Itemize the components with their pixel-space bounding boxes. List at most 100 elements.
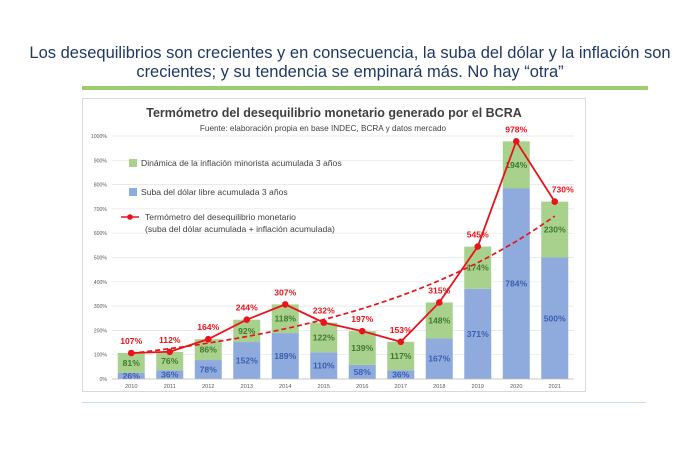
thermometer-point [358,327,366,335]
thermometer-point [435,299,443,306]
x-tick-label: 2020 [510,384,522,390]
x-axis: 2010 2011 2012 2013 2014 2015 2016 2017 2018 2019… [112,378,574,390]
x-tick-label: 2015 [318,384,330,390]
x-tick-label: 2011 [164,384,176,390]
legend-label-dollar: Suba del dólar libre acumulada 3 años [141,187,288,197]
data-label-thermometer: 232% [313,306,335,316]
thermometer-line: 107% 112% 164% 244% 307% 232% 197% 153% 315% 545%… [120,124,574,357]
data-label-inflation: 92% [238,326,256,336]
bar-dollar [156,370,184,379]
thermometer-point [204,335,212,343]
data-label-dollar: 58% [354,367,372,377]
y-tick-label: 600% [94,231,108,237]
bar-dollar [117,372,145,379]
thermometer-point [551,198,559,205]
thermometer-point [166,348,174,356]
y-axis: 0% 100% 200% 300% 400% 500% 600% 700% 800% 900% 10… [91,134,574,383]
legend-label-inflation: Dinámica de la inflación minorista acumu… [141,158,342,168]
data-label-inflation: 122% [313,332,335,342]
bar-dollar [348,364,376,379]
thermometer-point [243,316,251,324]
data-label-dollar: 371% [467,329,489,339]
data-label-inflation: 174% [467,263,489,273]
y-tick-label: 800% [94,183,108,189]
footer-divider [82,402,646,403]
legend: Dinámica de la inflación minorista acumu… [121,158,342,234]
legend-swatch-dollar [129,188,137,196]
data-label-inflation: 194% [505,160,527,170]
bar-inflation [194,339,222,361]
data-label-inflation: 117% [390,351,412,361]
legend-label-thermometer: Termómetro del desequilibrio monetario [145,212,296,222]
y-tick-label: 200% [94,328,108,334]
bar-dollar [194,360,222,379]
y-tick-label: 400% [94,280,108,286]
slide-title-line2: crecientes; y su tendencia se empinará m… [136,63,564,81]
bar-dollar [502,188,530,379]
chart-subtitle: Fuente: elaboración propia en base INDEC… [200,124,447,133]
thermometer-point [281,301,289,308]
data-label-dollar: 189% [274,351,296,361]
x-tick-label: 2018 [433,384,445,390]
data-label-thermometer: 153% [390,325,412,335]
bar-series: 26% 81% 36% 76% 78% 86% 152% 92% 189% 118% 110% 122… [117,141,569,381]
trend-line [131,215,556,355]
data-label-dollar: 152% [236,356,258,366]
data-label-inflation: 118% [274,314,296,324]
x-tick-label: 2013 [241,384,253,390]
chart-panel: Termómetro del desequilibrio monetario g… [82,98,586,392]
data-label-dollar: 36% [161,370,179,380]
legend-swatch-inflation [129,159,137,167]
thermometer-point [397,338,405,346]
data-label-inflation: 139% [351,343,373,353]
data-label-inflation: 148% [428,315,450,325]
bar-inflation [117,352,145,373]
trend-line-path [131,215,556,355]
title-divider [82,86,648,90]
data-label-thermometer: 978% [505,124,527,134]
y-tick-label: 500% [94,256,108,262]
bar-inflation [541,201,569,258]
y-tick-label: 900% [94,158,108,164]
thermometer-point [512,138,520,145]
data-label-thermometer: 545% [467,230,489,240]
data-label-dollar: 110% [313,361,335,371]
slide-title-line1: Los desequilibrios son crecientes y en c… [29,44,671,62]
data-label-thermometer: 197% [351,314,373,324]
x-tick-label: 2010 [125,384,137,390]
data-label-dollar: 500% [544,313,566,323]
y-tick-label: 1000% [91,134,108,140]
bar-inflation [156,351,184,371]
thermometer-point [474,243,482,250]
data-label-thermometer: 164% [197,322,219,332]
y-tick-label: 300% [94,304,108,310]
data-label-thermometer: 315% [428,285,450,295]
bar-inflation [425,302,453,339]
data-label-dollar: 26% [123,371,141,381]
bar-dollar [310,352,338,379]
data-label-dollar: 78% [200,365,218,375]
bar-dollar [541,257,569,379]
x-tick-label: 2016 [356,384,368,390]
thermometer-path [131,139,556,354]
bar-inflation [233,319,261,343]
bar-inflation [387,341,415,371]
thermometer-point [127,349,135,357]
data-label-thermometer: 307% [274,287,296,297]
data-label-thermometer: 244% [236,303,258,313]
data-label-inflation: 76% [161,356,179,366]
y-tick-label: 100% [94,353,108,359]
data-label-dollar: 167% [428,354,450,364]
bar-dollar [271,333,299,379]
y-tick-label: 700% [94,207,108,213]
slide-title: Los desequilibrios son crecientes y en c… [10,44,690,82]
x-tick-label: 2014 [279,384,291,390]
data-label-thermometer: 730% [552,185,574,195]
bar-dollar [233,342,261,379]
data-label-dollar: 784% [505,279,527,289]
bar-dollar [387,370,415,379]
x-tick-label: 2017 [395,384,407,390]
data-label-inflation: 230% [544,225,566,235]
x-tick-label: 2021 [549,384,561,390]
legend-label-thermometer-sub: (suba del dólar acumulada + inflación ac… [145,224,335,234]
